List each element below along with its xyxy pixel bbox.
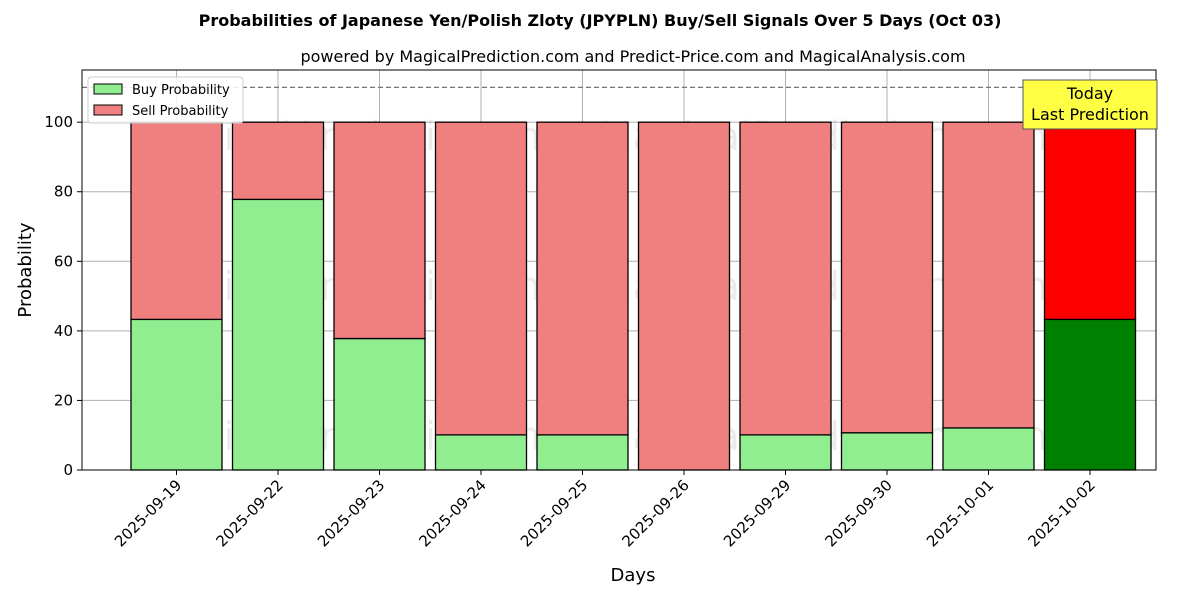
legend-box	[87, 76, 244, 124]
y-tick-label: 20	[54, 391, 73, 409]
bar-sell	[1043, 121, 1137, 321]
bar-buy	[536, 434, 629, 471]
x-tick-label: 2025-10-01	[923, 476, 997, 550]
bar-buy	[1043, 318, 1137, 471]
annotation-box	[1022, 79, 1158, 130]
bar-sell	[536, 121, 629, 436]
bar-buy	[739, 434, 832, 471]
y-tick-label: 40	[54, 322, 73, 340]
bars	[130, 121, 1137, 471]
y-tick-label: 60	[54, 252, 73, 270]
bar-buy	[840, 432, 934, 471]
x-axis: 2025-09-19 2025-09-22 2025-09-23 2025-09-24…	[111, 470, 1099, 550]
annotation-text: Today	[1066, 84, 1113, 103]
annotation-text: Last Prediction	[1031, 105, 1149, 124]
bar-sell	[637, 121, 731, 471]
y-axis: 0 20 40 60 80 100	[44, 113, 82, 479]
bar-sell	[434, 121, 528, 436]
legend-label: Sell Probability	[132, 104, 229, 119]
legend-swatch	[93, 104, 123, 116]
x-tick-label: 2025-09-24	[415, 476, 489, 550]
y-tick-label: 100	[44, 113, 73, 131]
bar-sell	[840, 121, 934, 434]
chart-subtitle: powered by MagicalPrediction.com and Pre…	[300, 47, 965, 66]
x-tick-label: 2025-09-25	[517, 476, 591, 550]
y-tick-label: 0	[63, 461, 73, 479]
x-tick-label: 2025-09-23	[314, 476, 388, 550]
x-axis-label: Days	[611, 565, 656, 586]
bar-sell	[739, 121, 832, 436]
bar-sell	[231, 121, 325, 201]
y-tick-label: 80	[54, 183, 73, 201]
bar-buy	[333, 337, 426, 471]
bar-sell	[942, 121, 1035, 429]
x-tick-label: 2025-10-02	[1024, 476, 1098, 550]
legend-label: Buy Probability	[132, 83, 230, 98]
bar-buy	[434, 434, 528, 471]
chart-title: Probabilities of Japanese Yen/Polish Zlo…	[199, 11, 1002, 30]
x-tick-label: 2025-09-29	[720, 476, 794, 550]
legend: Buy Probability Sell Probability	[87, 76, 244, 124]
y-axis-label: Probability	[15, 222, 36, 317]
bar-buy	[942, 427, 1035, 471]
x-tick-label: 2025-09-30	[821, 476, 895, 550]
bar-buy	[231, 198, 325, 471]
legend-swatch	[93, 83, 123, 95]
bar-buy	[130, 318, 223, 471]
bar-sell	[130, 121, 223, 321]
x-tick-label: 2025-09-19	[111, 476, 185, 550]
annotation: Today Last Prediction	[1022, 79, 1158, 130]
x-tick-label: 2025-09-22	[212, 476, 286, 550]
bar-sell	[333, 121, 426, 340]
plot-frame	[81, 69, 1157, 471]
x-tick-label: 2025-09-26	[618, 476, 692, 550]
